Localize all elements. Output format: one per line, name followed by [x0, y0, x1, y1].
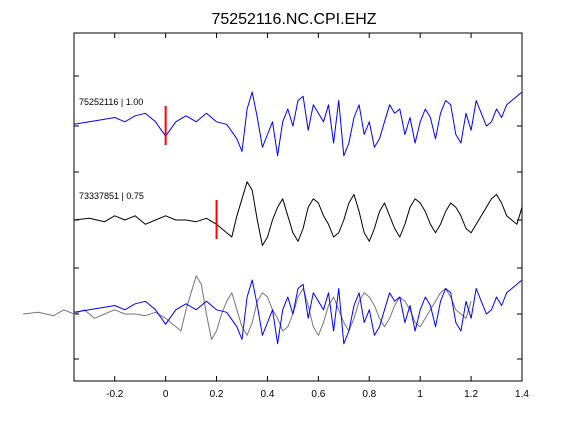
x-ticks: -0.2 0 0.2 0.4 0.6 0.8 1 1.2 1.4 [106, 33, 529, 400]
trace-2-label: 73337851 | 0.75 [79, 191, 144, 201]
x-tick-label: 1.4 [515, 389, 529, 400]
x-tick-label: 0 [163, 389, 169, 400]
x-tick-label: 1.2 [464, 389, 478, 400]
chart-title: 75252116.NC.CPI.EHZ [211, 11, 376, 28]
overlay-target-line [73, 279, 523, 345]
x-tick-label: 0.4 [261, 389, 275, 400]
trace-2-line [73, 181, 523, 246]
x-tick-label: 0.6 [311, 389, 325, 400]
trace-1-line [73, 91, 523, 157]
x-tick-label: 0.8 [362, 389, 376, 400]
plot-frame [73, 32, 523, 382]
overlay-reference-line [23, 275, 472, 340]
x-tick-label: 0.2 [210, 389, 224, 400]
x-tick-label: 1 [417, 389, 423, 400]
trace-group: 75252116 | 1.00 73337851 | 0.75 [23, 91, 523, 345]
x-tick-label: -0.2 [106, 389, 124, 400]
trace-1-label: 75252116 | 1.00 [79, 97, 143, 107]
y-ticks [74, 75, 522, 360]
